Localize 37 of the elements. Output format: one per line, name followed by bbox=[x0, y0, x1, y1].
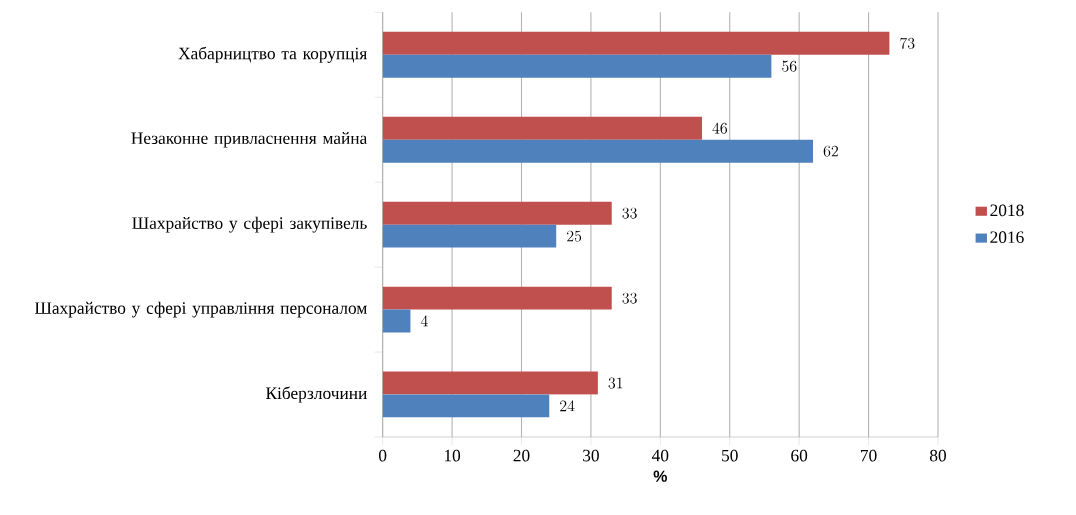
bar bbox=[382, 139, 814, 163]
x-tick-label: 0 bbox=[379, 449, 387, 462]
data-label: 73 bbox=[900, 37, 915, 49]
bar bbox=[382, 54, 772, 78]
x-tick-label: 30 bbox=[583, 449, 599, 462]
x-tick-label: 60 bbox=[791, 449, 808, 462]
x-tick-label: 40 bbox=[652, 449, 669, 462]
x-axis-title: % bbox=[653, 470, 668, 482]
data-label: 56 bbox=[782, 60, 797, 72]
data-label: 33 bbox=[622, 207, 637, 219]
x-tick-label: 10 bbox=[444, 449, 461, 462]
data-label: 4 bbox=[420, 315, 428, 327]
data-label: 62 bbox=[823, 145, 838, 157]
legend-label: 2016 bbox=[990, 231, 1024, 244]
bar bbox=[382, 286, 612, 310]
y-tick-label: Хабарництво та корупція bbox=[178, 46, 367, 63]
bar bbox=[382, 394, 550, 418]
data-label: 46 bbox=[712, 122, 728, 134]
x-tick-label: 80 bbox=[929, 449, 946, 462]
bar bbox=[382, 371, 598, 395]
y-tick-label: Шахрайство у сфері управління персоналом bbox=[34, 301, 367, 318]
data-label: 25 bbox=[567, 230, 582, 242]
x-tick-label: 20 bbox=[513, 449, 530, 462]
bar bbox=[382, 201, 612, 225]
bar bbox=[382, 224, 557, 248]
y-tick-label: Кіберзлочини bbox=[265, 386, 367, 403]
x-tick-label: 70 bbox=[861, 449, 877, 462]
data-label: 31 bbox=[608, 377, 623, 389]
bar bbox=[382, 309, 411, 333]
bar bbox=[382, 116, 702, 140]
y-tick-label: Шахрайство у сфері закупівель bbox=[132, 216, 367, 233]
legend-label: 2018 bbox=[990, 204, 1024, 217]
data-label: 24 bbox=[560, 400, 575, 412]
bar bbox=[382, 31, 890, 55]
x-tick-label: 50 bbox=[722, 449, 738, 462]
data-label: 33 bbox=[622, 292, 637, 304]
y-tick-label: Незаконне привласнення майна bbox=[131, 131, 368, 148]
